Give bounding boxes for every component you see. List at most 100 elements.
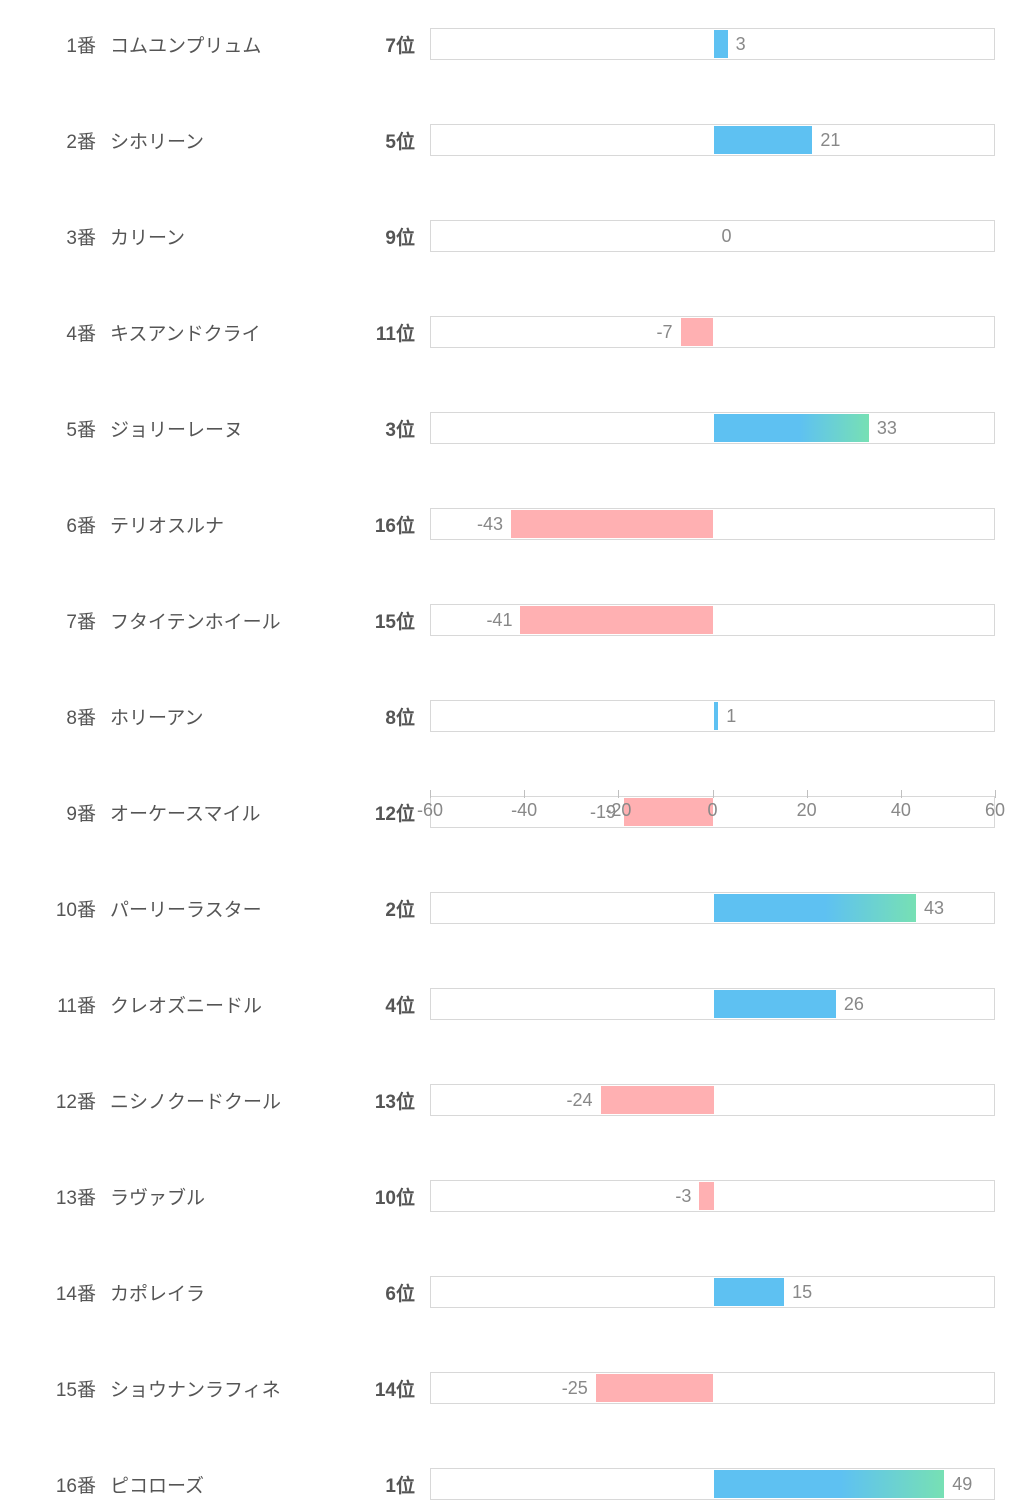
table-row: 4番キスアンドクライ11位 -7 — [0, 308, 1022, 356]
chart-cell: 49 — [430, 1460, 995, 1508]
bar-slot: -41 — [430, 604, 995, 636]
table-row: 11番クレオズニードル4位26 — [0, 980, 1022, 1028]
tick-line — [713, 790, 714, 798]
entry-name: ショウナンラフィネ — [110, 1364, 320, 1412]
value-label: -3 — [431, 1181, 691, 1211]
bar-slot: 0 — [430, 220, 995, 252]
entry-name: パーリーラスター — [110, 884, 320, 932]
rank-label: 15位 — [330, 596, 415, 644]
chart-cell: -43 — [430, 500, 995, 548]
tick-line — [901, 790, 902, 798]
entry-name: テリオスルナ — [110, 500, 320, 548]
entry-name: ニシノクードクール — [110, 1076, 320, 1124]
entry-number: 13番 — [36, 1172, 96, 1220]
entry-name: クレオズニードル — [110, 980, 320, 1028]
table-row: 7番フタイテンホイール15位 -41 — [0, 596, 1022, 644]
bar-positive — [714, 894, 916, 922]
table-row: 8番ホリーアン8位 1 — [0, 692, 1022, 740]
tick-label: 40 — [891, 800, 911, 821]
tick-label: -20 — [605, 800, 631, 821]
value-label: 21 — [820, 125, 840, 155]
tick-label: 20 — [797, 800, 817, 821]
entry-name: ジョリーレーヌ — [110, 404, 320, 452]
rank-label: 11位 — [330, 308, 415, 356]
rank-label: 14位 — [330, 1364, 415, 1412]
entry-number: 4番 — [36, 308, 96, 356]
chart-cell: -24 — [430, 1076, 995, 1124]
tick-label: -40 — [511, 800, 537, 821]
bar-positive — [714, 126, 813, 154]
bar-negative — [596, 1374, 714, 1402]
value-label: -25 — [431, 1373, 588, 1403]
bar-positive — [714, 990, 836, 1018]
tick-label: 60 — [985, 800, 1005, 821]
value-label: 0 — [722, 221, 732, 251]
value-label: 33 — [877, 413, 897, 443]
entry-number: 1番 — [36, 20, 96, 68]
rank-label: 12位 — [330, 788, 415, 836]
bar-slot: 26 — [430, 988, 995, 1020]
rank-label: 3位 — [330, 404, 415, 452]
tick-label: -60 — [417, 800, 443, 821]
value-label: 15 — [792, 1277, 812, 1307]
entry-name: コムユンプリュム — [110, 20, 320, 68]
entry-name: キスアンドクライ — [110, 308, 320, 356]
value-label: -24 — [431, 1085, 593, 1115]
value-label: -43 — [431, 509, 503, 539]
table-row: 14番カポレイラ6位15 — [0, 1268, 1022, 1316]
entry-number: 10番 — [36, 884, 96, 932]
value-label: 3 — [736, 29, 746, 59]
entry-name: フタイテンホイール — [110, 596, 320, 644]
bar-slot: 1 — [430, 700, 995, 732]
chart-cell: -7 — [430, 308, 995, 356]
table-row: 6番テリオスルナ16位-43 — [0, 500, 1022, 548]
chart-cell: 3 — [430, 20, 995, 68]
value-label: 26 — [844, 989, 864, 1019]
rank-label: 10位 — [330, 1172, 415, 1220]
rank-label: 9位 — [330, 212, 415, 260]
bar-positive — [714, 702, 719, 730]
bar-slot: 15 — [430, 1276, 995, 1308]
table-row: 10番パーリーラスター2位 43 — [0, 884, 1022, 932]
chart-cell: -25 — [430, 1364, 995, 1412]
table-row: 1番コムユンプリュム7位 3 — [0, 20, 1022, 68]
tick-line — [995, 790, 996, 798]
entry-number: 14番 — [36, 1268, 96, 1316]
rank-label: 7位 — [330, 20, 415, 68]
bar-negative — [520, 606, 713, 634]
chart-cell: 43 — [430, 884, 995, 932]
bar-slot: 43 — [430, 892, 995, 924]
chart-cell: 1 — [430, 692, 995, 740]
table-row: 16番ピコローズ1位49 — [0, 1460, 1022, 1508]
bar-slot: -43 — [430, 508, 995, 540]
rank-label: 2位 — [330, 884, 415, 932]
entry-number: 8番 — [36, 692, 96, 740]
bar-positive — [714, 1278, 785, 1306]
chart-cell: 0 — [430, 212, 995, 260]
entry-name: ホリーアン — [110, 692, 320, 740]
table-row: 3番カリーン9位 0 — [0, 212, 1022, 260]
chart-cell: 15 — [430, 1268, 995, 1316]
rank-label: 8位 — [330, 692, 415, 740]
rank-label: 13位 — [330, 1076, 415, 1124]
entry-number: 3番 — [36, 212, 96, 260]
value-label: -41 — [431, 605, 512, 635]
tick-line — [430, 790, 431, 798]
chart-cell: -3 — [430, 1172, 995, 1220]
rank-label: 16位 — [330, 500, 415, 548]
rank-label: 6位 — [330, 1268, 415, 1316]
chart-cell: -41 — [430, 596, 995, 644]
x-axis: -60-40-200204060 — [430, 790, 995, 824]
chart-cell: 21 — [430, 116, 995, 164]
entry-number: 16番 — [36, 1460, 96, 1508]
value-label: 43 — [924, 893, 944, 923]
bar-slot: 21 — [430, 124, 995, 156]
bar-slot: -7 — [430, 316, 995, 348]
tick-line — [524, 790, 525, 798]
entry-name: カリーン — [110, 212, 320, 260]
bar-slot: -3 — [430, 1180, 995, 1212]
entry-number: 9番 — [36, 788, 96, 836]
bar-negative — [511, 510, 713, 538]
entry-number: 7番 — [36, 596, 96, 644]
rank-label: 5位 — [330, 116, 415, 164]
